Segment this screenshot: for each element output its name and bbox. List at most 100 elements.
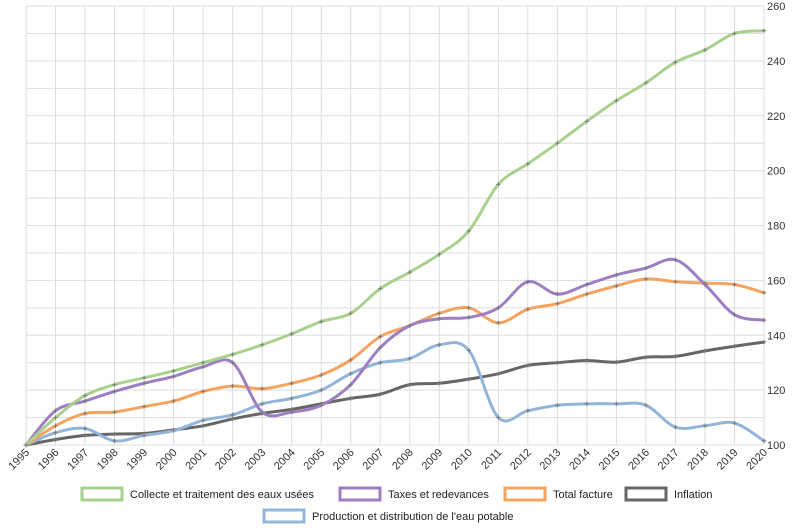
data-point-marker (466, 305, 471, 311)
data-point-marker (348, 396, 353, 401)
data-point-marker (761, 317, 767, 323)
data-point-marker (171, 374, 176, 379)
x-tick-label: 2004 (272, 447, 298, 473)
data-point-marker (378, 345, 383, 350)
data-point-marker (584, 119, 590, 124)
data-point-marker (761, 339, 767, 345)
data-point-marker (525, 161, 531, 166)
x-tick-label: 2006 (331, 447, 357, 473)
data-point-marker (82, 433, 88, 438)
data-point-marker (466, 228, 471, 234)
y-tick-label: 140 (767, 330, 785, 342)
data-point-marker (643, 265, 649, 271)
y-axis-ticks: 100 120 140 160 180 200 220 240 260 (767, 1, 785, 452)
data-point-marker (702, 47, 708, 53)
data-point-marker (673, 60, 678, 65)
x-tick-label: 2007 (361, 447, 387, 473)
data-point-marker (289, 381, 294, 386)
x-tick-label: 2015 (597, 447, 623, 473)
data-point-marker (732, 420, 737, 426)
x-tick-label: 1995 (6, 447, 32, 473)
data-point-marker (112, 389, 117, 394)
data-point-marker (378, 392, 383, 397)
data-point-marker (702, 423, 708, 428)
data-point-marker (496, 320, 501, 326)
data-point-marker (761, 28, 767, 33)
data-point-marker (53, 430, 58, 435)
data-point-marker (82, 393, 88, 398)
data-point-marker (496, 415, 501, 420)
data-point-marker (230, 416, 235, 422)
data-point-marker (437, 316, 442, 321)
data-point-marker (437, 381, 442, 386)
series-lines (23, 28, 767, 448)
data-point-marker (614, 359, 619, 365)
data-point-marker (112, 382, 117, 387)
legend-swatch (338, 486, 382, 502)
data-point-marker (496, 182, 501, 187)
data-point-marker (141, 381, 147, 386)
data-point-marker (171, 428, 176, 433)
data-point-marker (319, 319, 324, 324)
data-point-marker (555, 301, 560, 306)
data-point-marker (437, 311, 442, 316)
data-point-marker (673, 424, 678, 430)
data-point-marker (702, 348, 708, 354)
legend-swatch (80, 486, 124, 502)
x-tick-label: 2008 (390, 447, 416, 473)
x-tick-label: 1998 (95, 447, 121, 473)
data-point-marker (643, 276, 649, 282)
legend-swatch (262, 508, 306, 524)
data-point-marker (200, 423, 206, 428)
y-tick-label: 260 (767, 1, 785, 13)
x-tick-label: 1999 (124, 447, 150, 473)
data-point-marker (289, 396, 294, 401)
data-point-marker (673, 354, 678, 359)
legend-label: Total facture (553, 489, 613, 501)
data-point-marker (259, 386, 265, 391)
data-point-marker (53, 415, 58, 420)
data-point-marker (584, 282, 590, 287)
data-point-marker (259, 342, 265, 348)
x-tick-label: 2009 (420, 447, 446, 473)
data-point-marker (289, 331, 294, 337)
data-point-marker (496, 305, 501, 311)
data-point-marker (525, 408, 531, 413)
x-tick-label: 2010 (449, 447, 475, 473)
data-point-marker (319, 387, 324, 393)
y-tick-label: 180 (767, 221, 785, 233)
data-point-marker (82, 411, 88, 416)
data-point-marker (200, 418, 206, 423)
data-point-marker (200, 389, 206, 394)
x-tick-label: 2005 (302, 447, 328, 473)
data-point-marker (319, 372, 324, 378)
data-point-marker (525, 306, 531, 312)
data-point-marker (466, 376, 471, 382)
data-point-marker (466, 348, 471, 353)
x-tick-label: 1997 (65, 447, 91, 473)
series-line-total-facture (24, 277, 766, 447)
data-point-marker (319, 403, 324, 408)
data-point-marker (466, 315, 471, 320)
x-tick-label: 2011 (479, 447, 504, 472)
data-point-marker (584, 401, 590, 407)
series-line-inflation (24, 340, 766, 447)
legend-label: Taxes et redevances (388, 489, 489, 501)
series-line-taxes-et-redevances (24, 257, 766, 447)
data-point-marker (732, 282, 737, 287)
data-point-marker (614, 283, 619, 289)
legend-label: Inflation (674, 489, 713, 501)
y-tick-label: 200 (767, 166, 785, 178)
data-point-marker (230, 383, 235, 389)
x-tick-label: 1996 (36, 447, 62, 473)
data-point-marker (141, 404, 147, 409)
x-tick-label: 2002 (213, 447, 239, 473)
data-point-marker (53, 437, 58, 442)
data-point-marker (348, 371, 353, 376)
data-point-marker (230, 412, 235, 418)
data-point-marker (348, 382, 353, 387)
data-point-marker (643, 80, 649, 86)
data-point-marker (200, 364, 206, 370)
legend-swatch (624, 486, 668, 502)
data-point-marker (230, 352, 235, 357)
